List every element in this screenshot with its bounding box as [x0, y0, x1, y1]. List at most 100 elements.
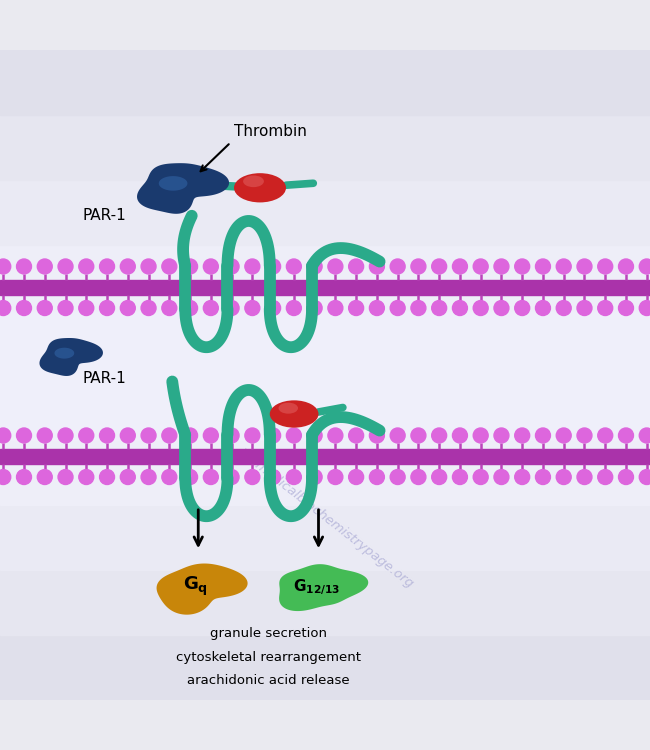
Circle shape	[79, 259, 94, 274]
Circle shape	[245, 259, 260, 274]
Circle shape	[369, 428, 384, 443]
Bar	[0, 109, 650, 180]
Polygon shape	[279, 564, 369, 611]
Text: PAR-1: PAR-1	[83, 370, 127, 386]
Ellipse shape	[270, 400, 318, 427]
Circle shape	[162, 470, 177, 484]
Circle shape	[494, 301, 509, 316]
Circle shape	[79, 428, 94, 443]
Circle shape	[224, 428, 239, 443]
Circle shape	[473, 301, 488, 316]
Circle shape	[183, 259, 198, 274]
Bar	[0, 449, 650, 464]
Circle shape	[556, 301, 571, 316]
Circle shape	[556, 259, 571, 274]
Text: granule secretion: granule secretion	[209, 627, 326, 640]
Circle shape	[598, 259, 613, 274]
Circle shape	[37, 259, 52, 274]
Circle shape	[577, 259, 592, 274]
Circle shape	[390, 428, 405, 443]
Circle shape	[515, 301, 530, 316]
Circle shape	[162, 259, 177, 274]
Circle shape	[473, 259, 488, 274]
Text: Thrombin: Thrombin	[234, 124, 307, 139]
Circle shape	[432, 301, 447, 316]
Circle shape	[598, 301, 613, 316]
Text: arachidonic acid release: arachidonic acid release	[187, 674, 350, 687]
Circle shape	[307, 470, 322, 484]
Circle shape	[79, 470, 94, 484]
Circle shape	[473, 428, 488, 443]
Circle shape	[432, 470, 447, 484]
Bar	[0, 368, 650, 440]
Circle shape	[183, 301, 198, 316]
Circle shape	[141, 259, 156, 274]
Circle shape	[515, 428, 530, 443]
Circle shape	[432, 428, 447, 443]
Polygon shape	[157, 563, 248, 615]
Text: $\mathbf{G_q}$: $\mathbf{G_q}$	[183, 575, 208, 598]
Bar	[0, 628, 650, 700]
Circle shape	[99, 259, 114, 274]
Circle shape	[639, 301, 650, 316]
Circle shape	[183, 470, 198, 484]
Circle shape	[452, 301, 467, 316]
Circle shape	[183, 428, 198, 443]
Polygon shape	[159, 176, 187, 190]
Circle shape	[79, 301, 94, 316]
Circle shape	[245, 428, 260, 443]
Circle shape	[37, 428, 52, 443]
Bar	[0, 433, 650, 505]
Circle shape	[58, 301, 73, 316]
Circle shape	[37, 470, 52, 484]
Circle shape	[16, 259, 31, 274]
Circle shape	[411, 428, 426, 443]
Circle shape	[120, 470, 135, 484]
Circle shape	[224, 301, 239, 316]
Circle shape	[598, 428, 613, 443]
Circle shape	[287, 428, 302, 443]
Circle shape	[369, 259, 384, 274]
Circle shape	[287, 470, 302, 484]
Polygon shape	[55, 348, 74, 358]
Circle shape	[58, 259, 73, 274]
Circle shape	[515, 259, 530, 274]
Bar	[0, 238, 650, 310]
Circle shape	[328, 259, 343, 274]
Circle shape	[120, 428, 135, 443]
Circle shape	[639, 259, 650, 274]
Circle shape	[37, 301, 52, 316]
Bar	[0, 44, 650, 115]
Circle shape	[58, 428, 73, 443]
Circle shape	[390, 301, 405, 316]
Circle shape	[0, 428, 10, 443]
Circle shape	[16, 428, 31, 443]
Circle shape	[162, 428, 177, 443]
Circle shape	[307, 301, 322, 316]
Circle shape	[619, 259, 634, 274]
Circle shape	[99, 428, 114, 443]
Circle shape	[452, 259, 467, 274]
Bar	[0, 499, 650, 570]
Circle shape	[577, 470, 592, 484]
Circle shape	[203, 470, 218, 484]
Circle shape	[473, 470, 488, 484]
Circle shape	[577, 301, 592, 316]
Circle shape	[328, 428, 343, 443]
Circle shape	[141, 470, 156, 484]
Ellipse shape	[278, 403, 298, 414]
Circle shape	[536, 259, 551, 274]
Circle shape	[203, 428, 218, 443]
Circle shape	[411, 301, 426, 316]
Circle shape	[141, 428, 156, 443]
Circle shape	[369, 301, 384, 316]
Circle shape	[390, 470, 405, 484]
Circle shape	[307, 259, 322, 274]
Text: $\mathbf{G_{12/13}}$: $\mathbf{G_{12/13}}$	[293, 577, 340, 597]
Ellipse shape	[243, 176, 264, 188]
Circle shape	[16, 301, 31, 316]
Circle shape	[556, 428, 571, 443]
Circle shape	[639, 470, 650, 484]
Polygon shape	[40, 338, 103, 376]
Circle shape	[99, 301, 114, 316]
